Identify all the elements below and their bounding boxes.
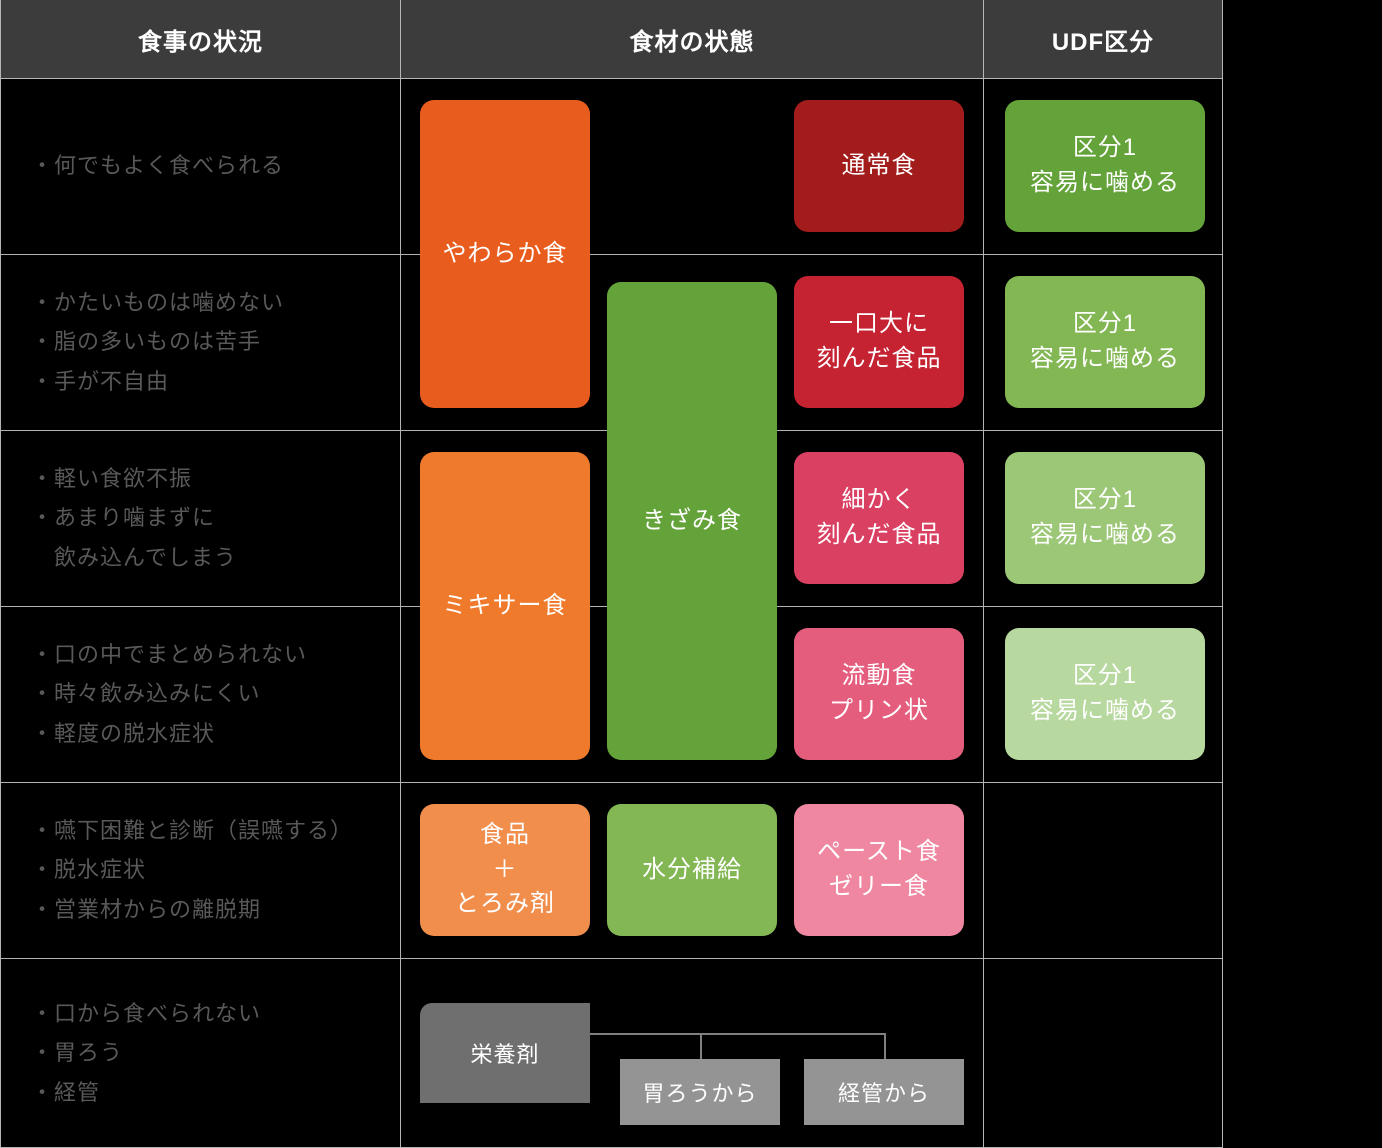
block-eiyou: 栄養剤 [420, 1003, 590, 1103]
grid-vline [1222, 0, 1223, 1148]
block-mixer: ミキサー食 [420, 452, 590, 760]
block-udf-4: 区分1 容易に噛める [1005, 628, 1205, 760]
row-item: ・軽度の脱水症状 [31, 714, 400, 754]
row-item: ・口の中でまとめられない [31, 635, 400, 675]
row-desc-6: ・口から食べられない・胃ろう・経管 [1, 958, 400, 1148]
block-komakaku: 細かく 刻んだ食品 [794, 452, 964, 584]
block-udf-1: 区分1 容易に噛める [1005, 100, 1205, 232]
block-irou: 胃ろうから [620, 1059, 780, 1125]
block-udf-3: 区分1 容易に噛める [1005, 452, 1205, 584]
row-item: ・時々飲み込みにくい [31, 674, 400, 714]
row-item: ・何でもよく食べられる [31, 146, 400, 186]
header-col2-label: 食材の状態 [630, 22, 755, 57]
row-item: ・手が不自由 [31, 362, 400, 402]
grid-vline [983, 0, 984, 1148]
row-item: ・胃ろう [31, 1033, 400, 1073]
connector [700, 1033, 702, 1059]
block-shokuhin: 食品 ＋ とろみ剤 [420, 804, 590, 936]
header-col3: UDF区分 [984, 0, 1222, 78]
header-col1-label: 食事の状況 [138, 22, 263, 57]
row-item: 飲み込んでしまう [31, 538, 400, 578]
row-item: ・かたいものは噛めない [31, 283, 400, 323]
row-desc-1: ・何でもよく食べられる [1, 78, 400, 254]
row-item: ・嚥下困難と診断（誤嚥する） [31, 811, 400, 851]
connector [590, 1033, 884, 1035]
grid-vline [400, 0, 401, 1148]
block-suibun: 水分補給 [607, 804, 777, 936]
header-col2: 食材の状態 [401, 0, 983, 78]
row-desc-3: ・軽い食欲不振・あまり噛まずに 飲み込んでしまう [1, 430, 400, 606]
row-item: ・軽い食欲不振 [31, 459, 400, 499]
block-yawaraka: やわらか食 [420, 100, 590, 408]
block-paste: ペースト食 ゼリー食 [794, 804, 964, 936]
row-desc-5: ・嚥下困難と診断（誤嚥する）・脱水症状・営業材からの離脱期 [1, 782, 400, 958]
header-col1: 食事の状況 [1, 0, 400, 78]
block-tsujo: 通常食 [794, 100, 964, 232]
row-item: ・あまり噛まずに [31, 498, 400, 538]
row-item: ・経管 [31, 1073, 400, 1113]
food-category-diagram: 食事の状況 食材の状態 UDF区分 ・何でもよく食べられる ・かたいものは噛めな… [0, 0, 1382, 1148]
row-item: ・脱水症状 [31, 850, 400, 890]
header-col3-label: UDF区分 [1052, 22, 1154, 57]
row-item: ・脂の多いものは苦手 [31, 322, 400, 362]
row-desc-4: ・口の中でまとめられない・時々飲み込みにくい・軽度の脱水症状 [1, 606, 400, 782]
row-item: ・営業材からの離脱期 [31, 890, 400, 930]
block-udf-2: 区分1 容易に噛める [1005, 276, 1205, 408]
block-ryudo: 流動食 プリン状 [794, 628, 964, 760]
block-kizami: きざみ食 [607, 282, 777, 760]
block-hitokuchi: 一口大に 刻んだ食品 [794, 276, 964, 408]
block-keikan: 経管から [804, 1059, 964, 1125]
row-desc-2: ・かたいものは噛めない・脂の多いものは苦手・手が不自由 [1, 254, 400, 430]
connector [884, 1033, 886, 1059]
row-item: ・口から食べられない [31, 994, 400, 1034]
